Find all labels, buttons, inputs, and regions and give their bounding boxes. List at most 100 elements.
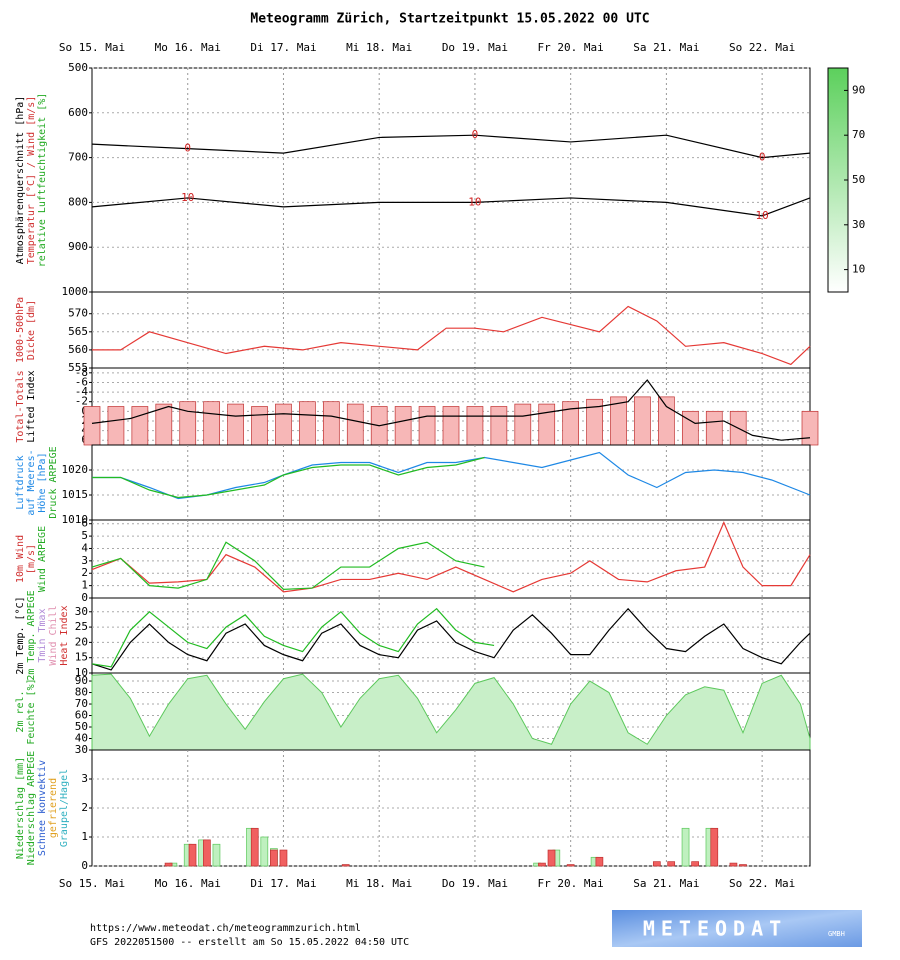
bar — [131, 406, 149, 446]
panel — [91, 597, 811, 674]
panel — [91, 519, 811, 599]
y-tick-label: 20 — [75, 635, 88, 648]
bar — [107, 406, 125, 446]
line — [91, 607, 811, 671]
y-tick-label: 70 — [75, 697, 88, 710]
x-tick-label-top: So 22. Mai — [729, 41, 795, 54]
panel — [91, 67, 811, 293]
contour-label: 10 — [756, 209, 769, 222]
bar — [179, 401, 197, 446]
contour-label: 0 — [184, 142, 191, 155]
y-axis-label: Graupel/Hagel — [59, 769, 70, 847]
footer-url: https://www.meteodat.ch/meteogrammzurich… — [90, 923, 361, 934]
x-tick-label-top: Do 19. Mai — [442, 41, 508, 54]
y-tick-label: 570 — [68, 307, 88, 320]
colorbar-tick-label: 50 — [852, 173, 865, 186]
bar — [164, 862, 173, 867]
line — [92, 451, 811, 500]
y-axis-label: Niederschlag ARPEGE — [26, 751, 37, 865]
y-axis-label: Wind ARPEGE — [37, 526, 48, 592]
x-tick-label-top: Mo 16. Mai — [155, 41, 221, 54]
y-tick-label: 0 — [81, 591, 88, 604]
y-tick-label: 60 — [75, 709, 88, 722]
y-axis-label: Schnee konvektiv — [37, 760, 48, 856]
contour-label: 10 — [181, 191, 194, 204]
y-tick-label: 0 — [81, 859, 88, 872]
y-tick-label: 700 — [68, 151, 88, 164]
y-tick-label: 40 — [75, 732, 88, 745]
contour-label: 0 — [759, 151, 766, 164]
panel — [91, 444, 811, 521]
y-tick-label: 25 — [75, 620, 88, 633]
bar — [595, 856, 604, 867]
bar — [394, 406, 412, 446]
y-tick-label: 565 — [68, 325, 88, 338]
bar — [279, 849, 288, 867]
bar — [547, 849, 556, 867]
x-tick-label-top: Di 17. Mai — [250, 41, 316, 54]
panel — [91, 291, 811, 369]
line — [91, 379, 811, 441]
line — [91, 520, 811, 593]
x-tick-label-top: So 15. Mai — [59, 41, 125, 54]
x-tick-label-bottom: So 15. Mai — [59, 877, 125, 890]
y-axis-label: Luftdruck — [15, 455, 26, 509]
bar — [299, 401, 316, 446]
y-tick-label: 10 — [75, 666, 88, 679]
bar — [566, 864, 575, 867]
bar — [490, 406, 508, 446]
colorbar-tick-label: 70 — [852, 128, 865, 141]
y-tick-label: 1 — [81, 579, 88, 592]
bar — [705, 410, 723, 446]
y-tick-label: 1010 — [62, 513, 89, 526]
footer-run: GFS 2022051500 -- erstellt am So 15.05.2… — [90, 937, 409, 948]
y-tick-label: 4 — [81, 541, 88, 554]
logo-suffix: GMBH — [828, 930, 845, 938]
y-axis-label: 1000-500hPa — [15, 297, 26, 363]
bar — [691, 861, 699, 867]
y-tick-label: 560 — [68, 343, 88, 356]
y-tick-label: 2 — [81, 801, 88, 814]
logo-name: METEODAT — [643, 917, 787, 941]
y-axis-label: Total-Totals — [15, 370, 26, 442]
y-axis-label: Temperatur [°C] / Wind [m/s] — [26, 96, 37, 265]
bar — [250, 827, 259, 867]
y-axis-label: auf Meeres- — [26, 449, 37, 515]
y-tick-label: 900 — [68, 240, 88, 253]
y-tick-label: 15 — [75, 651, 88, 664]
y-axis-label: 2m Temp. ARPEGE — [26, 590, 37, 680]
chart-title: Meteogramm Zürich, Startzeitpunkt 15.05.… — [250, 12, 649, 27]
bar — [710, 827, 719, 867]
bar — [681, 827, 690, 867]
bar — [188, 843, 197, 867]
y-axis-label: Niederschlag [mm] — [15, 757, 26, 859]
y-axis-label: Feuchte [%] — [26, 678, 37, 744]
y-axis-label: Wind Chill — [48, 605, 59, 665]
y-tick-label: 80 — [75, 686, 88, 699]
y-axis-label: Dicke [dm] — [26, 300, 37, 360]
bar — [538, 403, 556, 446]
y-axis-label: Höhe [hPa] — [37, 452, 48, 512]
y-axis-label: Lifted Index — [26, 370, 37, 442]
bar — [260, 836, 269, 867]
y-axis-label: 2m rel. — [15, 690, 26, 732]
bar — [83, 406, 101, 446]
bar — [466, 406, 484, 446]
x-tick-label-bottom: So 22. Mai — [729, 877, 795, 890]
line — [92, 456, 485, 499]
y-tick-label: 5 — [81, 529, 88, 542]
bar — [227, 403, 244, 446]
x-tick-label-top: Mi 18. Mai — [346, 41, 412, 54]
bar — [341, 864, 350, 867]
y-tick-label: 90 — [75, 674, 88, 687]
bar — [681, 410, 699, 446]
colorbar-tick-label: 30 — [852, 218, 865, 231]
y-tick-label: 500 — [68, 61, 88, 74]
bar — [212, 843, 221, 867]
bar — [739, 864, 747, 867]
bar — [729, 862, 738, 867]
x-tick-label-bottom: Di 17. Mai — [250, 877, 316, 890]
bar — [634, 396, 651, 446]
x-tick-label-bottom: Mo 16. Mai — [155, 877, 221, 890]
y-axis-label: Heat Index — [59, 605, 70, 665]
